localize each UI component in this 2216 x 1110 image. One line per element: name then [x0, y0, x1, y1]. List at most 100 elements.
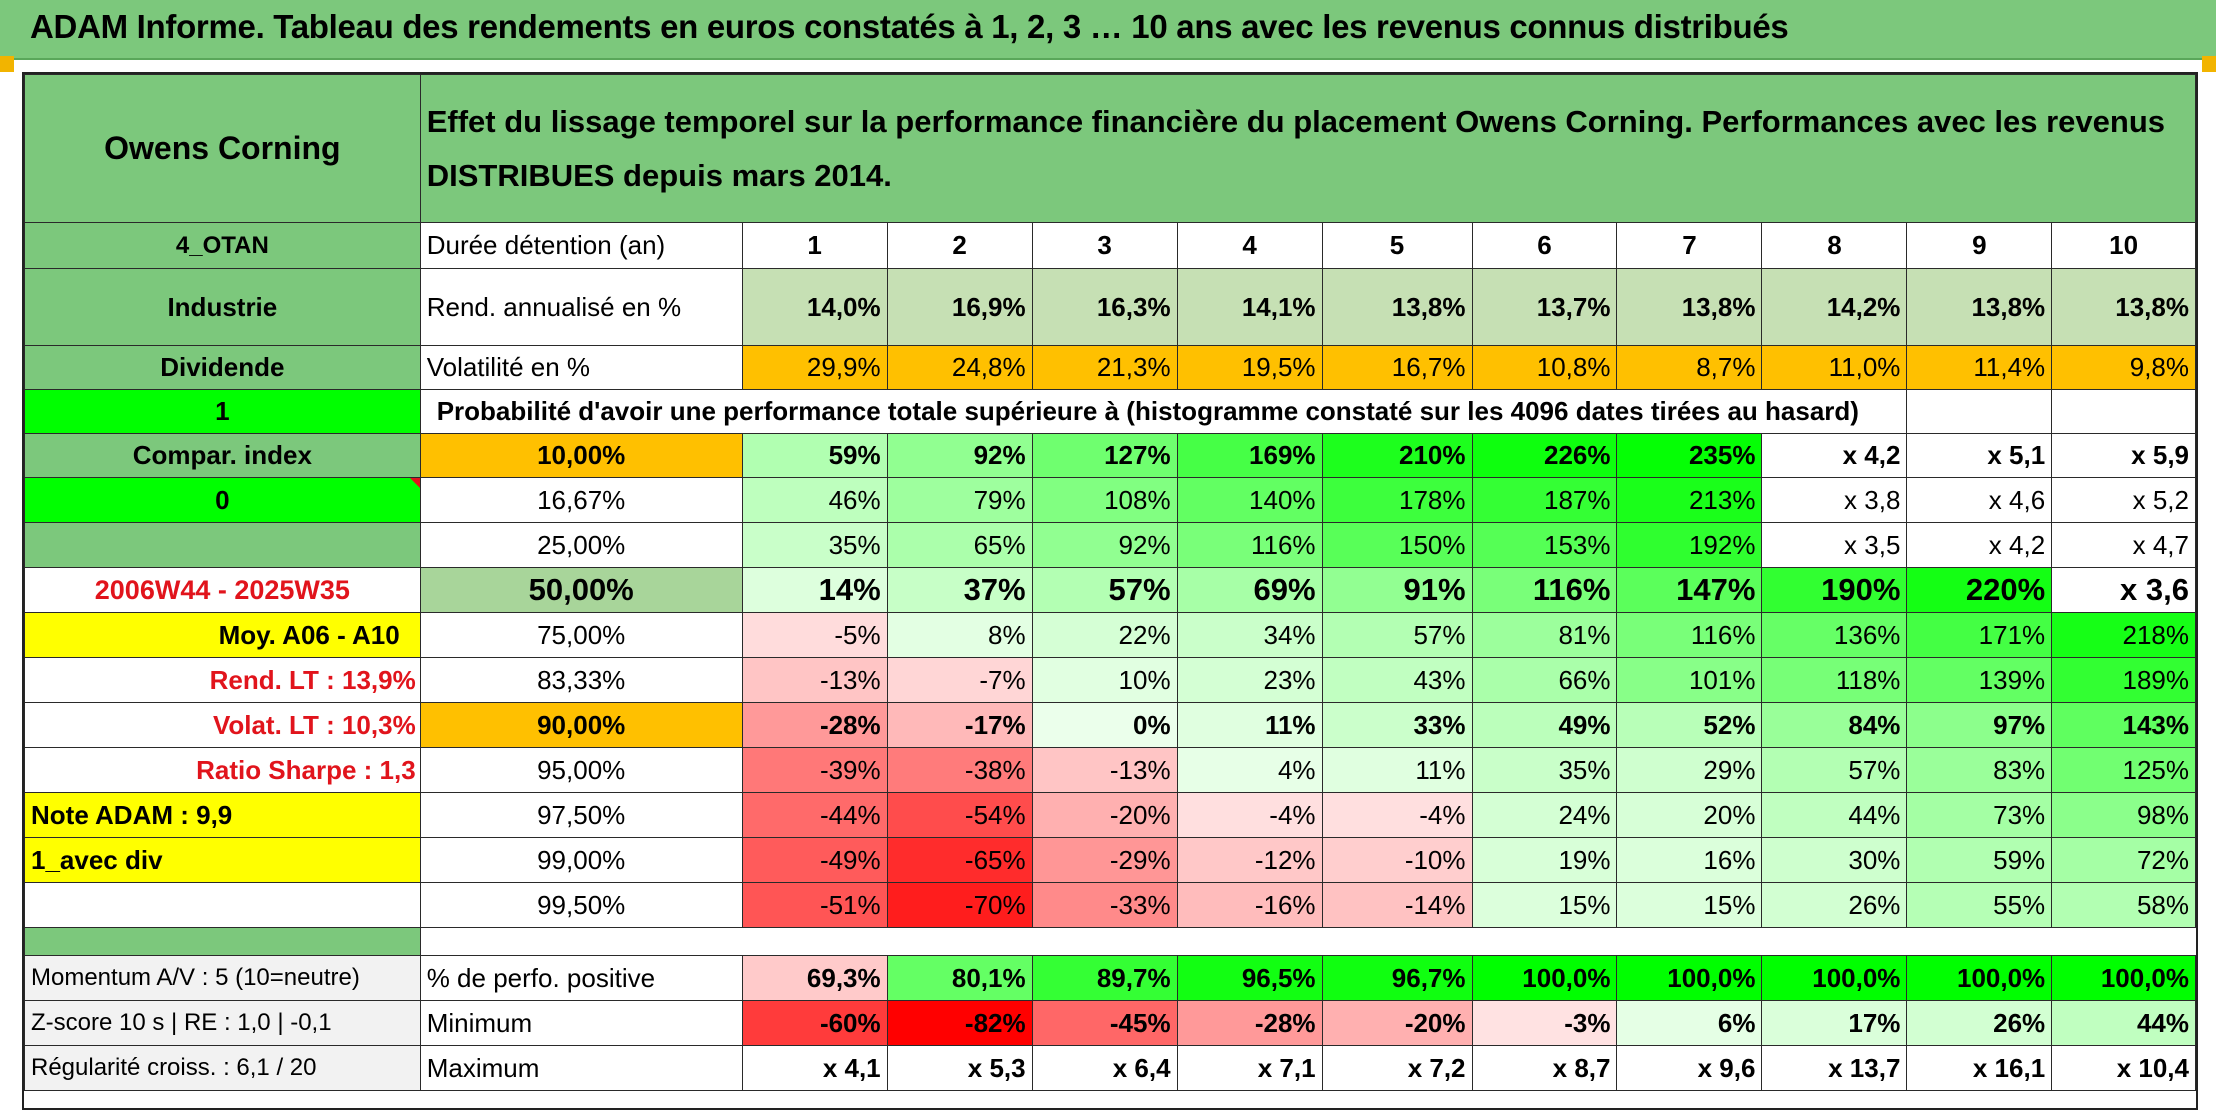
quantile-cell: 46% — [741, 477, 888, 523]
positive-cell: 100,0% — [1906, 955, 2053, 1001]
quantile-cell: 59% — [741, 433, 888, 478]
vol-cell: 11,4% — [1906, 345, 2053, 390]
compar-index-label: Compar. index — [24, 433, 421, 478]
quantile-cell: 55% — [1906, 882, 2053, 928]
min-cell: -20% — [1321, 1000, 1473, 1046]
min-cell: 6% — [1616, 1000, 1763, 1046]
quantile-cell: 139% — [1906, 657, 2053, 703]
positive-cell: 100,0% — [2051, 955, 2196, 1001]
quantile-cell: 24% — [1471, 792, 1618, 838]
quantile-cell: -17% — [886, 702, 1033, 748]
quantile-cell: x 4,2 — [1906, 522, 2053, 568]
quantile-cell: 147% — [1616, 567, 1763, 613]
quantile-cell: -4% — [1176, 792, 1323, 838]
quantile-cell: 91% — [1321, 567, 1473, 613]
min-cell: -82% — [886, 1000, 1033, 1046]
quantile-cell: 97% — [1906, 702, 2053, 748]
vol-cell: 11,0% — [1761, 345, 1908, 390]
rend-cell: 16,9% — [886, 268, 1033, 346]
quantile-cell: 49% — [1471, 702, 1618, 748]
rend-cell: 13,8% — [1906, 268, 2053, 346]
quantile-cell: 213% — [1616, 477, 1763, 523]
quantile-cell: 73% — [1906, 792, 2053, 838]
year-header: 8 — [1761, 222, 1908, 269]
year-header: 2 — [886, 222, 1033, 269]
quantile-cell: -16% — [1176, 882, 1323, 928]
title-bar: ADAM Informe. Tableau des rendements en … — [0, 0, 2216, 60]
quantile-cell: 72% — [2051, 837, 2196, 883]
avec-div: 1_avec div — [24, 837, 421, 883]
empty-cell — [1906, 389, 2053, 434]
probability-title: Probabilité d'avoir une performance tota… — [419, 389, 1908, 434]
rend-label: Rend. annualisé en % — [419, 268, 743, 346]
quantile-cell: 20% — [1616, 792, 1763, 838]
quantile-cell: -20% — [1031, 792, 1178, 838]
quantile-cell: 190% — [1761, 567, 1908, 613]
quantile-cell: 8% — [886, 612, 1033, 658]
positive-cell: 100,0% — [1761, 955, 1908, 1001]
quantile-cell: 4% — [1176, 747, 1323, 793]
quantile-cell: 33% — [1321, 702, 1473, 748]
quantile-cell: 34% — [1176, 612, 1323, 658]
rend-cell: 13,8% — [1321, 268, 1473, 346]
quantile-label: 10,00% — [419, 433, 743, 478]
spacer — [420, 928, 2195, 956]
quantile-cell: 19% — [1471, 837, 1618, 883]
quantile-cell: 79% — [886, 477, 1033, 523]
vol-label: Volatilité en % — [419, 345, 743, 390]
quantile-cell: 35% — [741, 522, 888, 568]
year-header: 10 — [2051, 222, 2196, 269]
volat-lt: Volat. LT : 10,3% — [24, 702, 421, 748]
quantile-cell: -10% — [1321, 837, 1473, 883]
quantile-cell: x 3,5 — [1761, 522, 1908, 568]
min-cell: 17% — [1761, 1000, 1908, 1046]
rend-cell: 13,8% — [1616, 268, 1763, 346]
quantile-cell: -4% — [1321, 792, 1473, 838]
quantile-cell: 35% — [1471, 747, 1618, 793]
quantile-cell: 235% — [1616, 433, 1763, 478]
positive-cell: 100,0% — [1471, 955, 1618, 1001]
quantile-cell: -33% — [1031, 882, 1178, 928]
quantile-cell: 116% — [1616, 612, 1763, 658]
quantile-cell: 192% — [1616, 522, 1763, 568]
stat-label: Maximum — [419, 1045, 743, 1091]
quantile-cell: 220% — [1906, 567, 2053, 613]
year-header: 1 — [741, 222, 888, 269]
quantile-cell: 15% — [1616, 882, 1763, 928]
min-cell: 44% — [2051, 1000, 2196, 1046]
corner-marker — [2202, 56, 2216, 72]
quantile-cell: -28% — [741, 702, 888, 748]
quantile-label: 90,00% — [419, 702, 743, 748]
quantile-cell: 30% — [1761, 837, 1908, 883]
quantile-cell: 178% — [1321, 477, 1473, 523]
company-name: Owens Corning — [24, 74, 421, 223]
quantile-label: 16,67% — [419, 477, 743, 523]
quantile-cell: -38% — [886, 747, 1033, 793]
description: Effet du lissage temporel sur la perform… — [419, 74, 2197, 223]
min-cell: -3% — [1471, 1000, 1618, 1046]
quantile-label: 83,33% — [419, 657, 743, 703]
quantile-cell: 136% — [1761, 612, 1908, 658]
quantile-cell: 210% — [1321, 433, 1473, 478]
quantile-cell: 43% — [1321, 657, 1473, 703]
quantile-cell: 57% — [1321, 612, 1473, 658]
quantile-label: 99,00% — [419, 837, 743, 883]
vol-cell: 8,7% — [1616, 345, 1763, 390]
vol-cell: 16,7% — [1321, 345, 1473, 390]
regularite: Régularité croiss. : 6,1 / 20 — [24, 1045, 421, 1091]
vol-cell: 29,9% — [741, 345, 888, 390]
max-cell: x 10,4 — [2051, 1045, 2196, 1091]
quantile-label: 25,00% — [419, 522, 743, 568]
quantile-cell: -44% — [741, 792, 888, 838]
quantile-cell: 127% — [1031, 433, 1178, 478]
quantile-cell: 143% — [2051, 702, 2196, 748]
vol-cell: 10,8% — [1471, 345, 1618, 390]
max-cell: x 6,4 — [1031, 1045, 1178, 1091]
stat-label: % de perfo. positive — [419, 955, 743, 1001]
quantile-cell: 189% — [2051, 657, 2196, 703]
quantile-cell: 98% — [2051, 792, 2196, 838]
quantile-cell: 169% — [1176, 433, 1323, 478]
period-range: 2006W44 - 2025W35 — [24, 567, 421, 613]
dividend-value: 1 — [24, 389, 421, 434]
min-cell: 26% — [1906, 1000, 2053, 1046]
